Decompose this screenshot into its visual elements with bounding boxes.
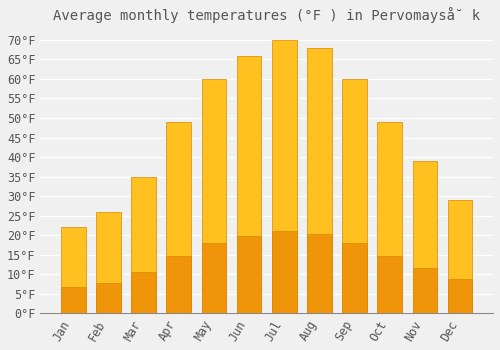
Bar <box>202 243 226 313</box>
Bar <box>448 200 472 313</box>
Bar <box>448 279 472 313</box>
Bar <box>307 48 332 313</box>
Bar <box>61 227 86 313</box>
Bar <box>166 256 191 313</box>
Bar <box>237 236 262 313</box>
Bar <box>166 122 191 313</box>
Bar <box>342 243 367 313</box>
Bar <box>202 79 226 313</box>
Bar <box>378 256 402 313</box>
Bar <box>96 212 120 313</box>
Bar <box>342 79 367 313</box>
Bar <box>412 161 438 313</box>
Bar <box>307 233 332 313</box>
Bar <box>131 272 156 313</box>
Bar <box>131 176 156 313</box>
Bar <box>272 40 296 313</box>
Bar <box>378 122 402 313</box>
Title: Average monthly temperatures (°F ) in Pervomayså̆ k: Average monthly temperatures (°F ) in Pe… <box>53 7 480 23</box>
Bar <box>237 56 262 313</box>
Bar <box>412 267 438 313</box>
Bar <box>61 287 86 313</box>
Bar <box>96 283 120 313</box>
Bar <box>272 231 296 313</box>
